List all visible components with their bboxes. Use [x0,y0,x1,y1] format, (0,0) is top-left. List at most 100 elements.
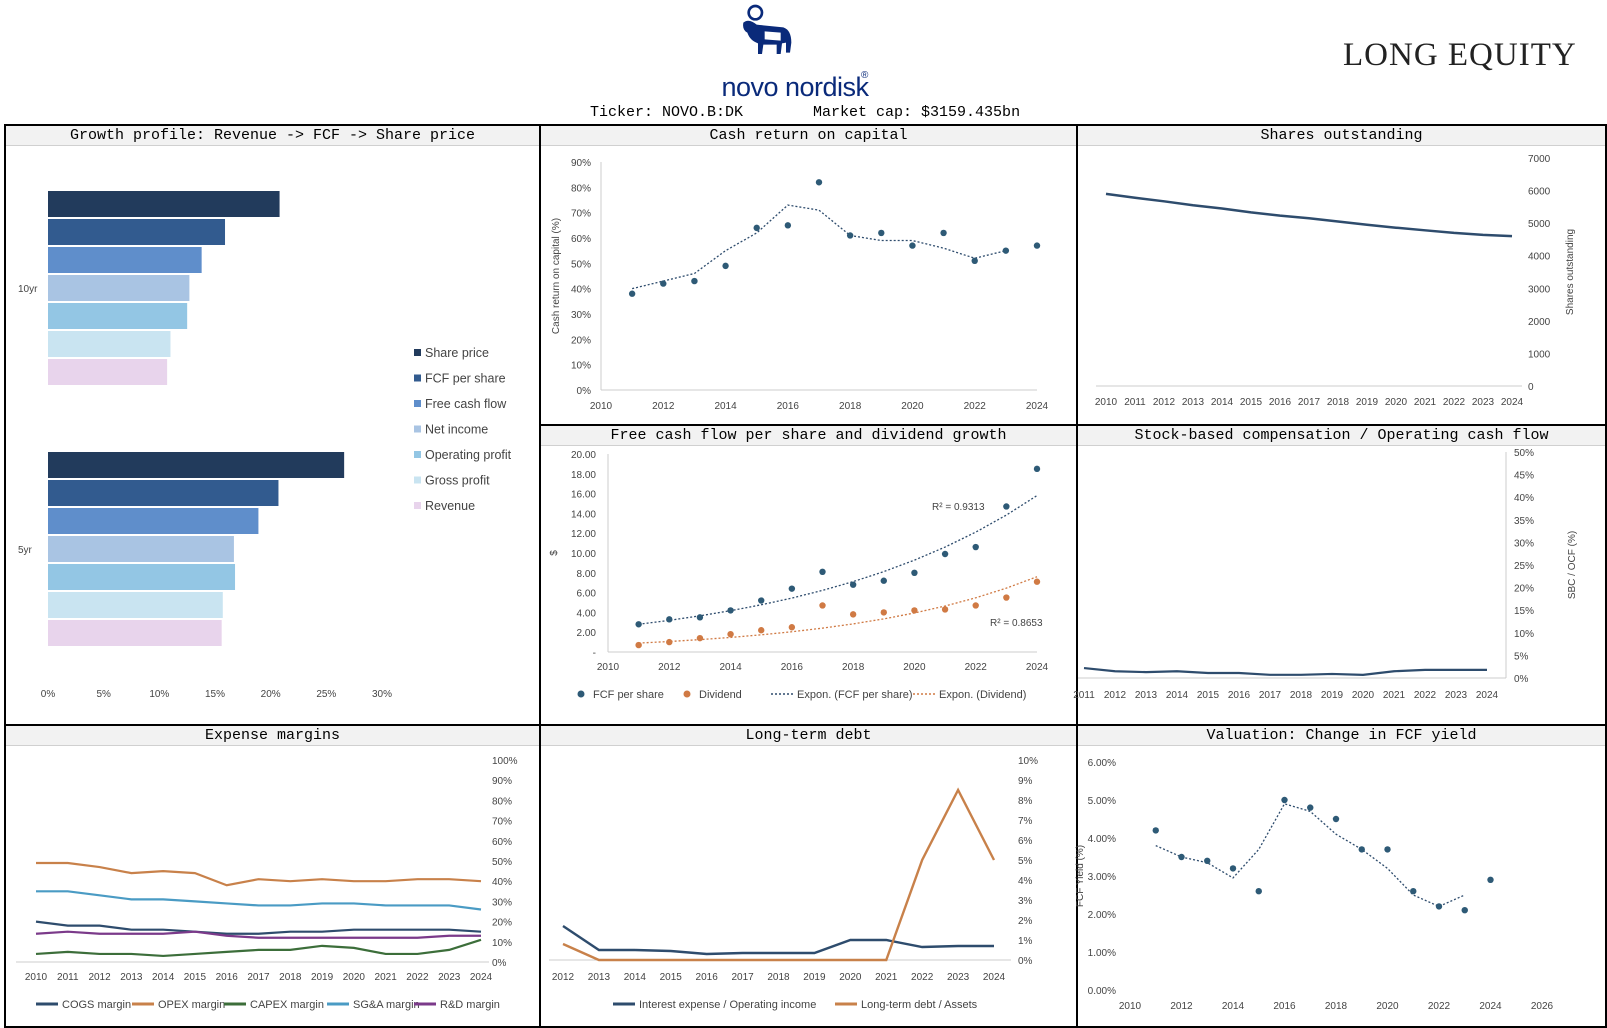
legend-swatch [414,374,421,382]
x-tick-label: 2014 [1222,1001,1245,1012]
y-tick-label: 5000 [1528,219,1551,230]
legend-label: Share price [425,346,489,360]
x-tick-label: 2021 [875,972,898,983]
y-tick-label: 40% [492,877,512,888]
data-point [722,262,729,270]
y-tick-label: 1000 [1528,349,1551,360]
x-tick-label: 2011 [57,972,79,983]
y-tick-label: 45% [1514,471,1534,482]
x-tick-label: 2026 [1531,1001,1554,1012]
data-point [758,597,765,604]
series-line [36,890,482,911]
y-tick-label: 4% [1018,876,1033,887]
series-line [1083,666,1487,676]
x-tick-label: 2021 [1383,690,1406,701]
data-point [941,550,949,558]
x-tick-label: 2020 [1352,690,1375,701]
series-line [562,787,996,962]
y-tick-label: 20.00 [571,450,596,461]
data-point [788,585,796,592]
x-tick-label: 2016 [1269,397,1292,408]
panel-title: Stock-based compensation / Operating cas… [1078,426,1605,446]
x-tick-label: 2019 [311,972,334,983]
fcf-dividend-chart: - 2.00 4.00 6.00 8.00 10.00 12.00 14.00 16.00 18.… [549,450,1049,701]
data-point [1487,876,1494,883]
x-tick-label: 2012 [652,401,675,412]
x-tick-label: 2022 [1428,1001,1451,1012]
data-point [1307,804,1314,811]
x-tick-label: 2010 [597,662,620,673]
data-point [691,277,698,285]
x-tick-label: 2011 [1073,690,1095,701]
y-tick-label: 30% [571,310,591,321]
y-tick-label: 4000 [1528,252,1551,263]
x-tick-label: 2016 [777,401,800,412]
x-tick-label: 2023 [1472,397,1495,408]
y-tick-label: 6.00 [577,589,597,600]
y-tick-label: 7% [1018,816,1033,827]
y-axis-title: $ [549,550,560,556]
y-tick-label: 90% [571,158,591,169]
y-tick-label: 14.00 [571,509,596,520]
legend-label: Dividend [699,689,742,701]
legend-label: R&D margin [440,999,500,1011]
y-axis-title: Shares outstanding [1565,229,1576,315]
y-tick-label: 70% [571,209,591,220]
x-tick-label: 2021 [375,972,398,983]
y-tick-label: 60% [492,837,512,848]
data-point [941,606,949,613]
x-tick-label: 15% [205,689,225,700]
data-point [849,581,857,588]
x-tick-label: 2012 [1170,1001,1193,1012]
x-tick-label: 2020 [343,972,366,983]
y-tick-label: 0 [1528,382,1534,393]
y-tick-label: 4.00 [577,608,597,619]
data-point [788,624,796,631]
data-point [753,224,760,232]
y-tick-label: 4.00% [1088,834,1116,845]
x-tick-label: 2024 [1476,690,1499,701]
y-tick-label: 6% [1018,836,1033,847]
bar [48,359,168,385]
y-tick-label: 16.00 [571,490,596,501]
x-tick-label: 2022 [964,401,987,412]
bar [48,191,280,217]
ticker-line: Ticker: NOVO.B:DK Market cap: $3159.435bn [590,104,1090,121]
x-tick-label: 2014 [1166,690,1189,701]
data-point [1229,865,1237,872]
data-point [1435,903,1443,910]
x-tick-label: 2014 [719,662,742,673]
r-squared-label: R² = 0.8653 [990,618,1043,629]
x-tick-label: 20% [261,689,281,700]
y-tick-label: 7000 [1528,154,1551,165]
x-tick-label: 2020 [1385,397,1408,408]
y-tick-label: 8% [1018,796,1033,807]
y-tick-label: 0.00% [1088,986,1116,997]
y-tick-label: 70% [492,817,512,828]
x-tick-label: 2020 [1376,1001,1399,1012]
y-tick-label: 60% [571,234,591,245]
y-tick-label: 10.00 [571,549,596,560]
panel-fcf-div: Free cash flow per share and dividend gr… [539,424,1078,726]
bar [48,480,279,506]
data-point [1358,846,1365,853]
trend-line [638,576,1038,644]
x-tick-label: 2012 [1153,397,1176,408]
x-tick-label: 2022 [1414,690,1437,701]
bar [48,219,226,245]
x-tick-label: 2015 [660,972,683,983]
bar [48,536,234,562]
bar [48,331,171,357]
x-tick-label: 2012 [552,972,575,983]
x-tick-label: 2010 [1095,397,1118,408]
panel-crocc: Cash return on capital 0% 10% 20% 30% 40% 50%… [539,124,1078,426]
legend-label: Interest expense / Operating income [639,999,816,1011]
bar [48,620,222,646]
y-tick-label: 20% [492,918,512,929]
panel-title: Cash return on capital [541,126,1076,146]
y-tick-label: 25% [1514,561,1534,572]
y-tick-label: - [593,648,596,659]
y-tick-label: 5.00% [1088,796,1116,807]
x-tick-label: 2016 [1273,1001,1296,1012]
y-tick-label: 3000 [1528,284,1551,295]
